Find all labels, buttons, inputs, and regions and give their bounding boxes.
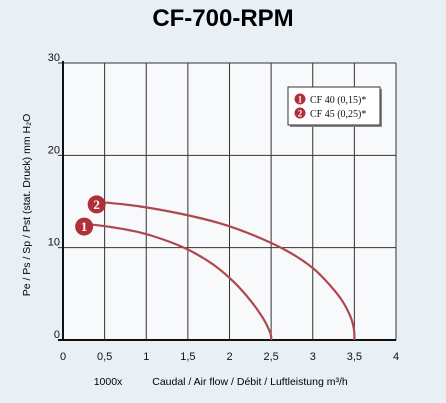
legend: 1 CF 40 (0,15)* 2 CF 45 (0,25)* <box>287 86 382 127</box>
series-2-line <box>104 201 356 341</box>
series-markers: 12 <box>75 195 106 236</box>
legend-marker-2 <box>294 107 306 119</box>
legend-marker-1 <box>294 93 306 105</box>
y-tick-label: 30 <box>48 52 60 64</box>
y-tick-label: 0 <box>54 329 60 341</box>
series-1-marker-label: 1 <box>81 219 88 234</box>
series-curves <box>91 201 356 341</box>
legend-entry-2: CF 45 (0,25)* <box>310 109 366 120</box>
x-axis-multiplier: 1000x <box>94 376 123 388</box>
legend-box <box>287 86 381 126</box>
series-1-line <box>91 223 273 341</box>
chart-title: CF-700-RPM <box>152 5 293 32</box>
x-tick-label: 0 <box>60 351 66 363</box>
x-tick-label: 0,5 <box>97 351 112 363</box>
y-tick-label: 10 <box>48 237 60 249</box>
legend-marker-label-1: 1 <box>298 95 303 105</box>
x-tick-label: 4 <box>393 351 399 363</box>
x-axis-ticks: 0 0,5 1 1,5 2 2,5 3 3,5 4 <box>60 351 399 363</box>
series-2-marker <box>87 195 106 214</box>
series-2-marker-label: 2 <box>93 197 100 212</box>
x-tick-label: 1 <box>143 351 149 363</box>
x-tick-label: 1,5 <box>180 351 195 363</box>
x-axis-label: Caudal / Air flow / Débit / Luftleistung… <box>152 376 348 388</box>
x-tick-label: 3,5 <box>347 351 362 363</box>
axes <box>58 61 396 341</box>
x-tick-label: 2 <box>226 351 232 363</box>
y-tick-label: 20 <box>48 144 60 156</box>
y-axis-ticks: 0 10 20 30 <box>48 52 60 341</box>
x-tick-label: 2,5 <box>263 351 278 363</box>
legend-marker-label-2: 2 <box>298 109 303 119</box>
series-1-marker <box>75 217 94 236</box>
y-axis-label: Pe / Ps / Sp / Pst (stat. Druck) mm H₂O <box>21 114 33 297</box>
legend-entry-1: CF 40 (0,15)* <box>310 95 366 106</box>
x-tick-label: 3 <box>310 351 316 363</box>
